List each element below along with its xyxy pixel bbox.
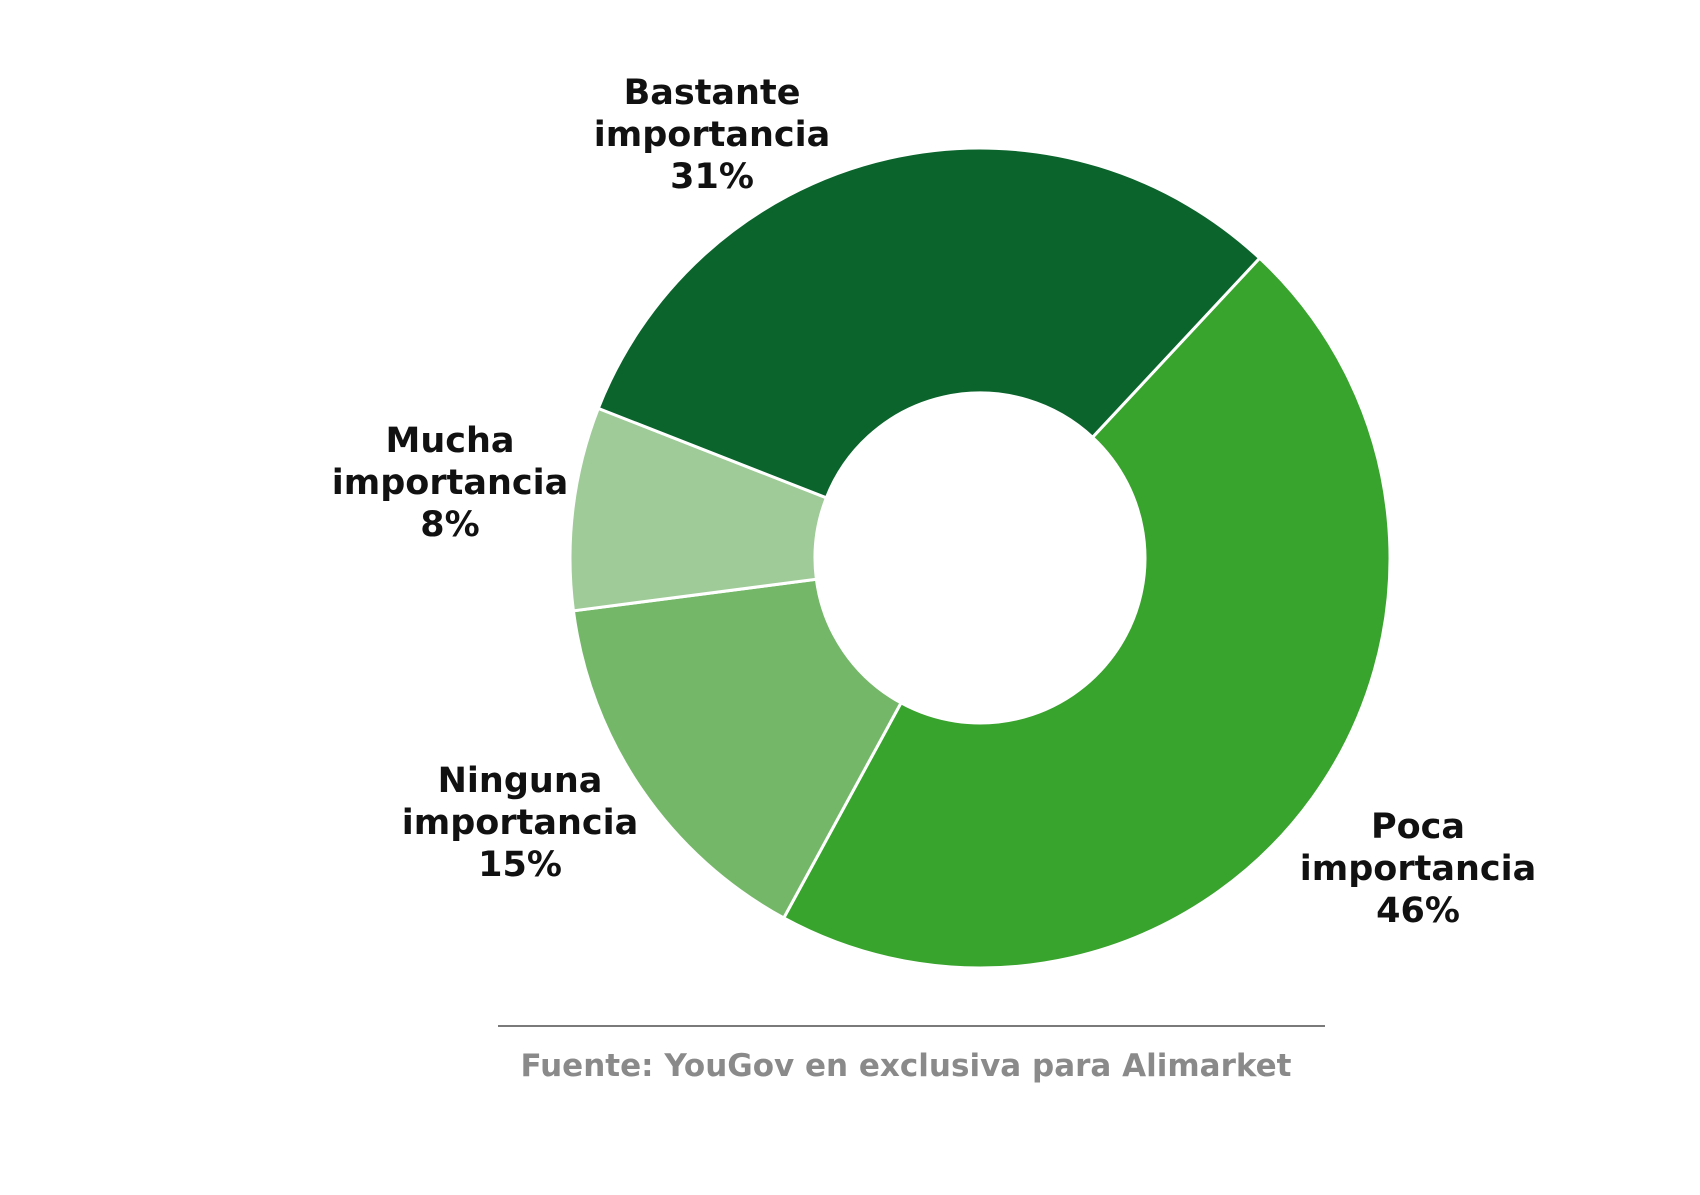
source-note: Fuente: YouGov en exclusiva para Alimark… bbox=[520, 1048, 1291, 1084]
slice-label-mucha: Mucha importancia 8% bbox=[332, 421, 568, 545]
slice-label-poca: Poca importancia 46% bbox=[1300, 807, 1536, 931]
slice-labels: Poca importancia 46% Ninguna importancia 15% M… bbox=[332, 73, 1536, 931]
slice-poca bbox=[781, 256, 1392, 970]
donut-slices bbox=[568, 146, 1392, 970]
slice-ninguna bbox=[571, 577, 904, 921]
slice-bastante bbox=[596, 146, 1262, 500]
slice-mucha bbox=[568, 406, 829, 613]
slice-label-bastante: Bastante importancia 31% bbox=[594, 73, 830, 197]
slice-label-ninguna: Ninguna importancia 15% bbox=[402, 761, 638, 885]
